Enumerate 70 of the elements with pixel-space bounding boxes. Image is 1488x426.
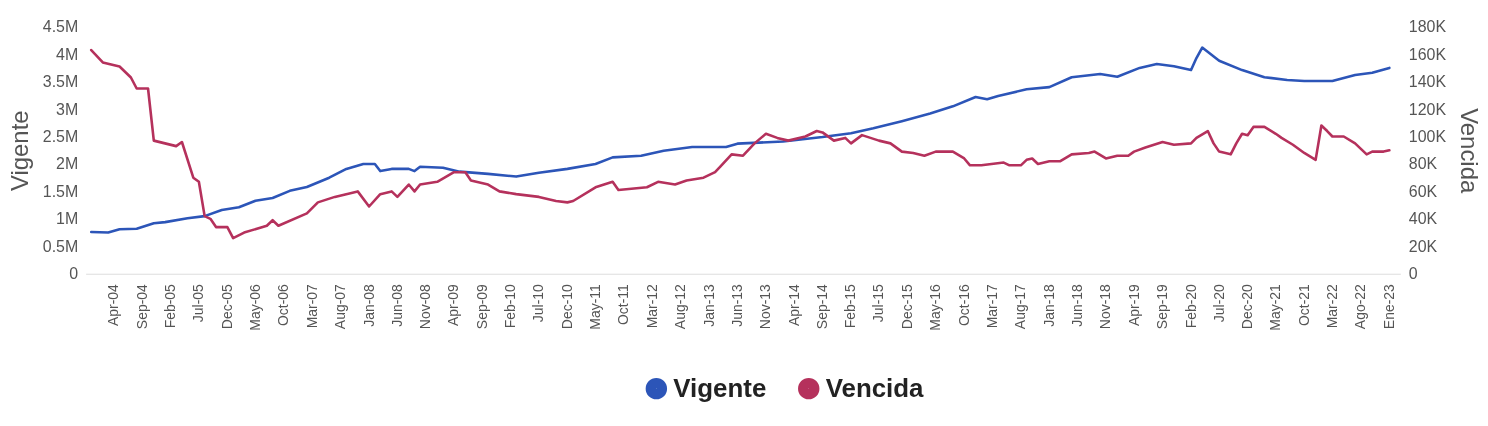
y-tick-label: 2.5M — [42, 127, 79, 145]
y2-tick-label: 20K — [1408, 237, 1438, 255]
x-tick-label: Aug-12 — [672, 283, 689, 330]
x-tick-label: Oct-11 — [615, 283, 632, 325]
y-tick-label: 1.5M — [42, 182, 79, 200]
x-tick-label: Feb-20 — [1182, 283, 1199, 329]
y2-tick-label: 40K — [1408, 210, 1438, 228]
x-tick-label: Oct-21 — [1295, 283, 1312, 327]
x-tick-label: Jun-18 — [1068, 283, 1085, 327]
x-tick-label: Apr-04 — [105, 283, 122, 327]
x-tick-label: May-06 — [246, 283, 263, 331]
x-tick-label: Dec-20 — [1239, 283, 1256, 330]
x-tick-label: Feb-05 — [162, 283, 179, 329]
x-tick-label: Jan-13 — [700, 283, 717, 327]
y2-tick-label: 100K — [1408, 127, 1447, 145]
x-tick-label: Aug-07 — [332, 283, 349, 330]
y-tick-label: 4.5M — [42, 18, 79, 36]
x-tick-label: Nov-18 — [1097, 283, 1114, 330]
x-tick-label: Mar-12 — [643, 283, 660, 329]
y2-tick-label: 180K — [1408, 18, 1447, 36]
x-tick-label: Apr-19 — [1125, 283, 1142, 327]
x-tick-label: Nov-08 — [417, 283, 434, 330]
x-tick-label: Mar-22 — [1323, 283, 1340, 329]
x-tick-label: Oct-16 — [955, 283, 972, 327]
x-tick-label: Jun-13 — [728, 283, 745, 327]
x-tick-label: May-16 — [927, 283, 944, 331]
y2-axis-title: Vencida — [1455, 108, 1483, 194]
y2-tick-label: 80K — [1408, 155, 1438, 173]
y-tick-label: 3.5M — [42, 73, 79, 91]
y2-tick-label: 160K — [1408, 45, 1447, 63]
x-tick-label: Feb-10 — [502, 283, 519, 329]
x-tick-label: Aug-17 — [1012, 283, 1029, 330]
y2-tick-label: 140K — [1408, 73, 1447, 91]
y-tick-label: 1M — [56, 210, 79, 228]
y-tick-label: 0 — [69, 265, 79, 283]
x-tick-label: Nov-13 — [757, 283, 774, 330]
x-tick-label: Jul-15 — [870, 283, 887, 323]
x-tick-label: Apr-14 — [785, 283, 802, 327]
x-tick-label: May-11 — [587, 283, 603, 330]
y-tick-label: 2M — [56, 155, 79, 173]
y2-tick-label: 60K — [1408, 182, 1438, 200]
y2-tick-label: 0 — [1408, 265, 1418, 283]
x-tick-label: Dec-10 — [558, 283, 575, 330]
x-tick-label: Ene-23 — [1380, 283, 1397, 330]
x-tick-label: Jul-20 — [1210, 283, 1227, 323]
x-tick-label: Dec-15 — [898, 283, 915, 330]
x-tick-label: Jan-18 — [1040, 283, 1057, 327]
x-tick-label: Sep-04 — [133, 283, 150, 330]
legend-label: Vencida — [825, 373, 925, 402]
y-tick-label: 0.5M — [42, 237, 79, 255]
legend-label: Vigente — [673, 373, 767, 402]
x-tick-label: Jan-08 — [360, 283, 377, 327]
x-tick-label: Apr-09 — [445, 283, 462, 327]
x-tick-label: Dec-05 — [218, 283, 235, 330]
x-tick-label: Jun-08 — [388, 283, 405, 327]
y-tick-label: 4M — [56, 45, 79, 63]
x-tick-label: Mar-07 — [303, 283, 320, 329]
x-tick-label: Ago-22 — [1352, 283, 1369, 330]
x-tick-label: Sep-09 — [473, 283, 490, 330]
x-tick-label: Feb-15 — [842, 283, 859, 329]
y-tick-label: 3M — [56, 100, 79, 118]
y2-tick-label: 120K — [1408, 100, 1447, 118]
x-tick-label: May-21 — [1267, 283, 1284, 331]
y-axis-title: Vigente — [5, 110, 33, 192]
x-tick-label: Oct-06 — [275, 283, 292, 327]
x-tick-label: Mar-17 — [983, 283, 1000, 329]
x-tick-label: Jul-05 — [190, 283, 207, 323]
x-tick-label: Sep-19 — [1154, 283, 1171, 330]
x-tick-label: Jul-10 — [530, 283, 547, 323]
x-tick-label: Sep-14 — [814, 283, 830, 330]
